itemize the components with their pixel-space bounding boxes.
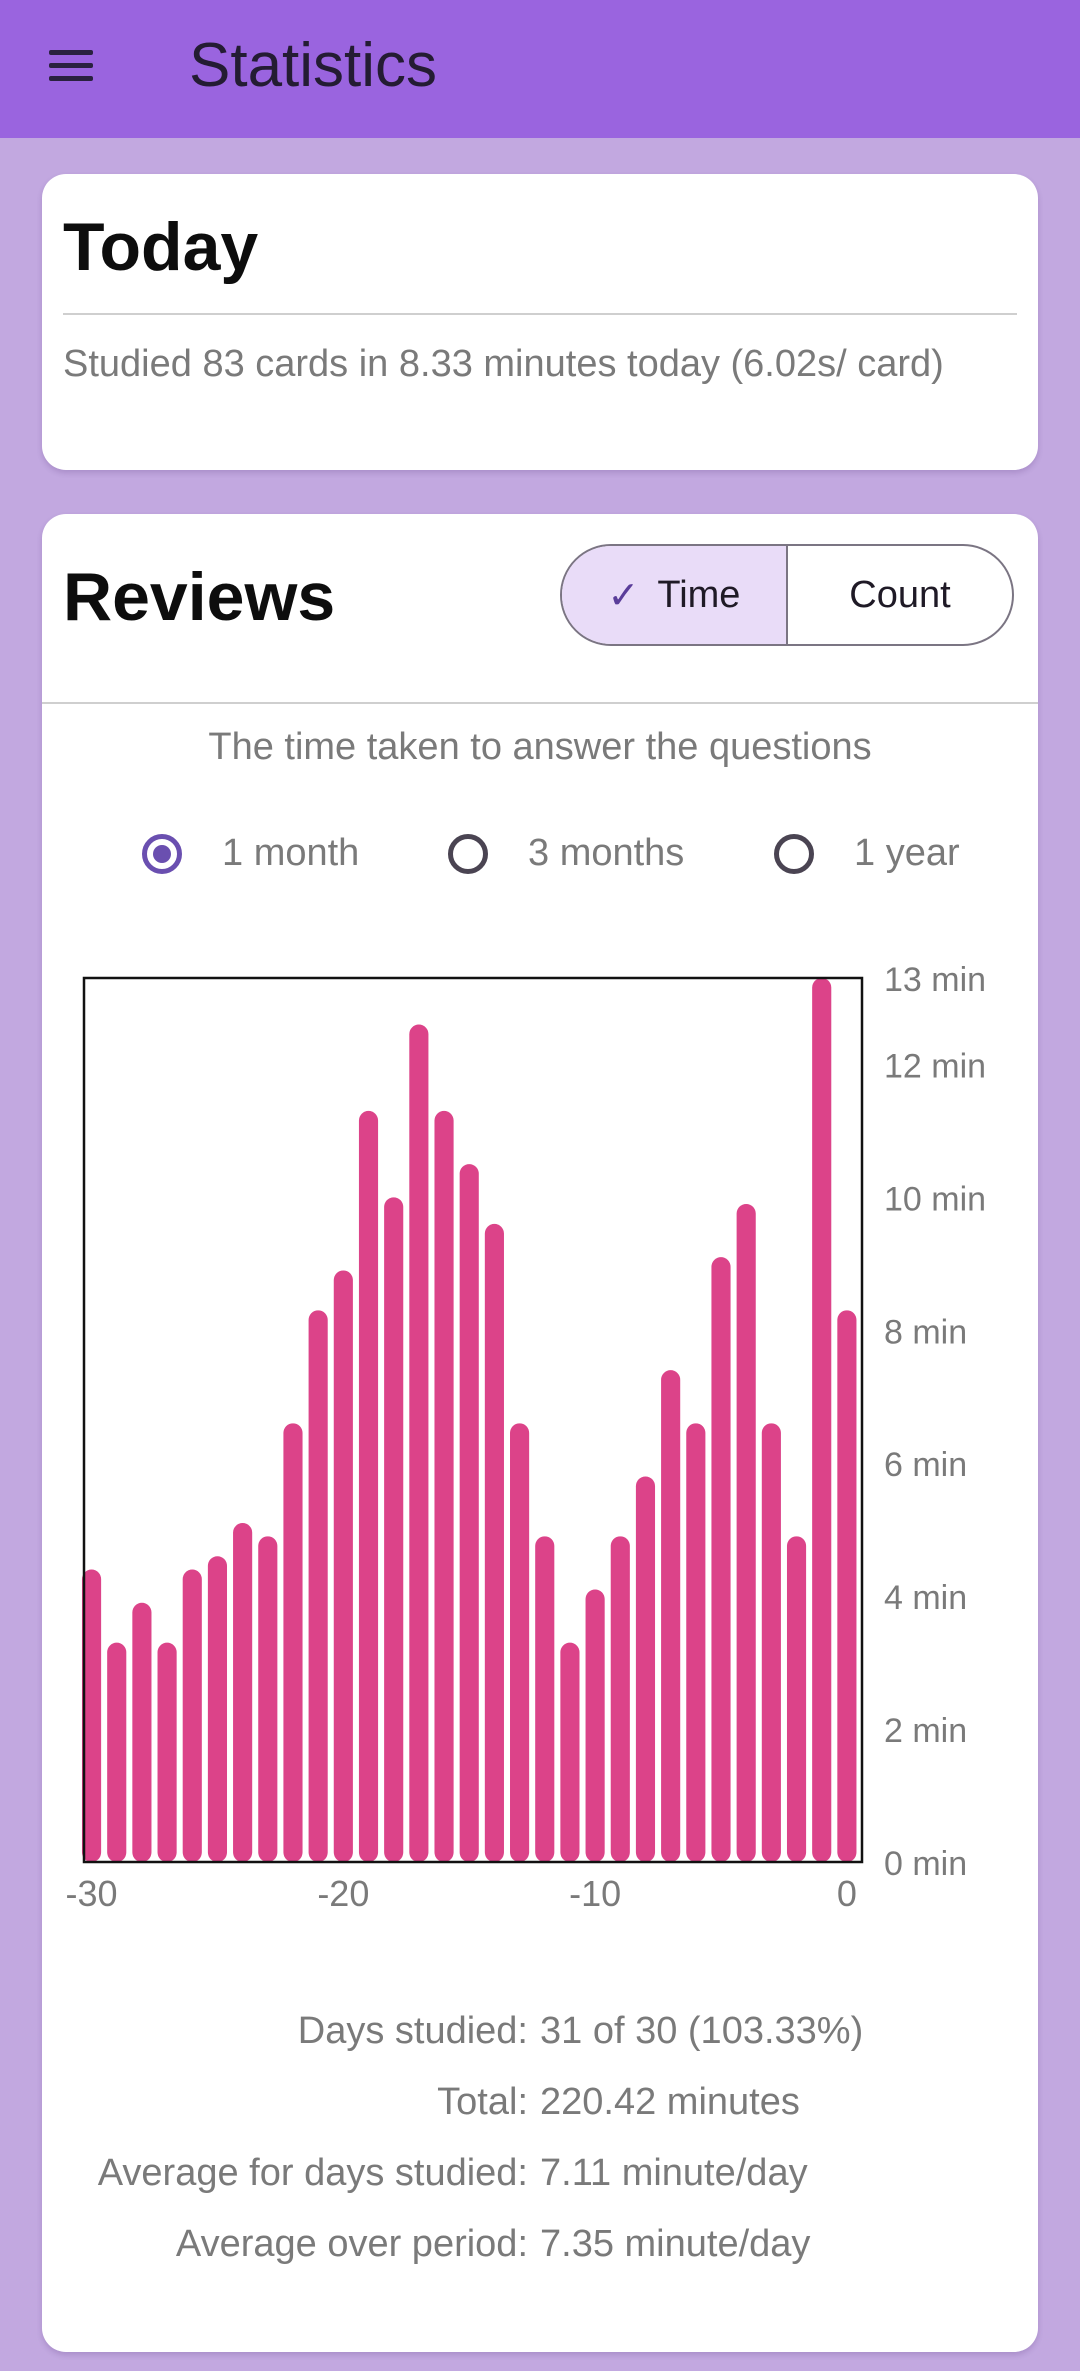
- stat-value: 31 of 30 (103.33%): [540, 2010, 864, 2052]
- y-tick-label: 6 min: [884, 1446, 967, 1484]
- reviews-card: Reviews ✓ Time Count The time taken to a…: [42, 514, 1038, 2352]
- today-title: Today: [63, 209, 259, 285]
- chart-bar: [560, 1642, 580, 1862]
- chart-bar: [459, 1164, 479, 1862]
- y-tick-label: 8 min: [884, 1313, 967, 1351]
- chart-bar: [384, 1197, 404, 1862]
- today-card: Today Studied 83 cards in 8.33 minutes t…: [42, 174, 1038, 470]
- stat-label: Average over period:: [175, 2223, 528, 2265]
- reviews-title: Reviews: [63, 559, 336, 635]
- chart-bar: [409, 1024, 429, 1862]
- chart-bar: [535, 1536, 555, 1862]
- chart-bar: [207, 1556, 228, 1862]
- range-1-month[interactable]: 1 month: [142, 832, 359, 875]
- chart-bar: [308, 1310, 328, 1862]
- radio-unselected-icon: [774, 833, 814, 874]
- range-selector: 1 month 3 months 1 year: [42, 832, 1038, 892]
- today-divider: [63, 313, 1017, 315]
- stat-value: 7.11 minute/day: [540, 2152, 808, 2194]
- time-toggle-button[interactable]: ✓ Time: [562, 546, 786, 644]
- x-tick-label: -10: [569, 1873, 621, 1914]
- chart-bar: [283, 1423, 303, 1862]
- count-toggle-label: Count: [849, 573, 951, 616]
- chart-bar: [157, 1642, 177, 1862]
- review-time-chart: 0 min 2 min 4 min 6 min 8 min 10 min 12 min 13 …: [66, 961, 987, 1914]
- y-tick-label: 2 min: [884, 1712, 967, 1750]
- chart-bar: [258, 1536, 278, 1862]
- x-tick-label: -30: [66, 1873, 118, 1914]
- chart-bar: [786, 1536, 807, 1862]
- range-label: 1 month: [222, 832, 360, 874]
- chart-bar: [81, 1569, 102, 1862]
- menu-icon[interactable]: [46, 46, 96, 86]
- range-1-year[interactable]: 1 year: [774, 832, 960, 875]
- time-count-toggle: ✓ Time Count: [560, 544, 1014, 646]
- today-summary: Studied 83 cards in 8.33 minutes today (…: [63, 343, 944, 385]
- chart-bar: [585, 1589, 605, 1862]
- radio-unselected-icon: [448, 833, 488, 874]
- y-tick-label: 4 min: [884, 1579, 967, 1617]
- check-icon: ✓: [607, 574, 640, 617]
- app-bar: Statistics: [0, 0, 1080, 138]
- chart-bar: [761, 1423, 781, 1862]
- chart-bar: [610, 1536, 630, 1862]
- radio-selected-icon: [142, 833, 182, 874]
- y-tick-label: 10 min: [884, 1180, 986, 1218]
- y-tick-label: 0 min: [884, 1845, 967, 1883]
- stat-label: Average for days studied:: [97, 2152, 528, 2194]
- y-tick-label: 13 min: [884, 961, 986, 999]
- chart-bar: [635, 1476, 656, 1862]
- chart-frame: [82, 976, 864, 1864]
- stat-label: Days studied:: [297, 2010, 528, 2052]
- chart-bar: [837, 1310, 857, 1862]
- chart-bar: [812, 978, 832, 1862]
- chart-bar: [358, 1110, 379, 1862]
- chart-bar: [484, 1223, 504, 1862]
- chart-bar: [661, 1370, 681, 1862]
- reviews-subtitle: The time taken to answer the questions: [208, 726, 872, 768]
- chart-bar: [333, 1270, 353, 1862]
- app-title: Statistics: [189, 31, 438, 100]
- range-label: 1 year: [854, 832, 960, 874]
- count-toggle-button[interactable]: Count: [788, 546, 1012, 644]
- chart-bar: [686, 1423, 706, 1862]
- chart-bar: [510, 1423, 530, 1862]
- x-tick-label: -20: [317, 1873, 369, 1914]
- chart-bar: [182, 1569, 202, 1862]
- range-3-months[interactable]: 3 months: [448, 832, 684, 875]
- chart-bar: [434, 1110, 454, 1862]
- range-label: 3 months: [528, 832, 685, 874]
- stat-value: 220.42 minutes: [540, 2081, 800, 2123]
- chart-bar: [736, 1203, 756, 1862]
- chart-bar: [711, 1257, 731, 1862]
- stat-value: 7.35 minute/day: [540, 2223, 811, 2265]
- time-toggle-label: Time: [657, 573, 741, 616]
- chart-bar: [233, 1523, 253, 1862]
- reviews-divider: [42, 702, 1038, 704]
- chart-bar: [107, 1642, 127, 1862]
- x-tick-label: 0: [837, 1873, 857, 1914]
- y-tick-label: 12 min: [884, 1047, 986, 1085]
- toggle-separator: [786, 546, 788, 644]
- chart-bar: [132, 1602, 152, 1862]
- stat-label: Total:: [437, 2081, 528, 2123]
